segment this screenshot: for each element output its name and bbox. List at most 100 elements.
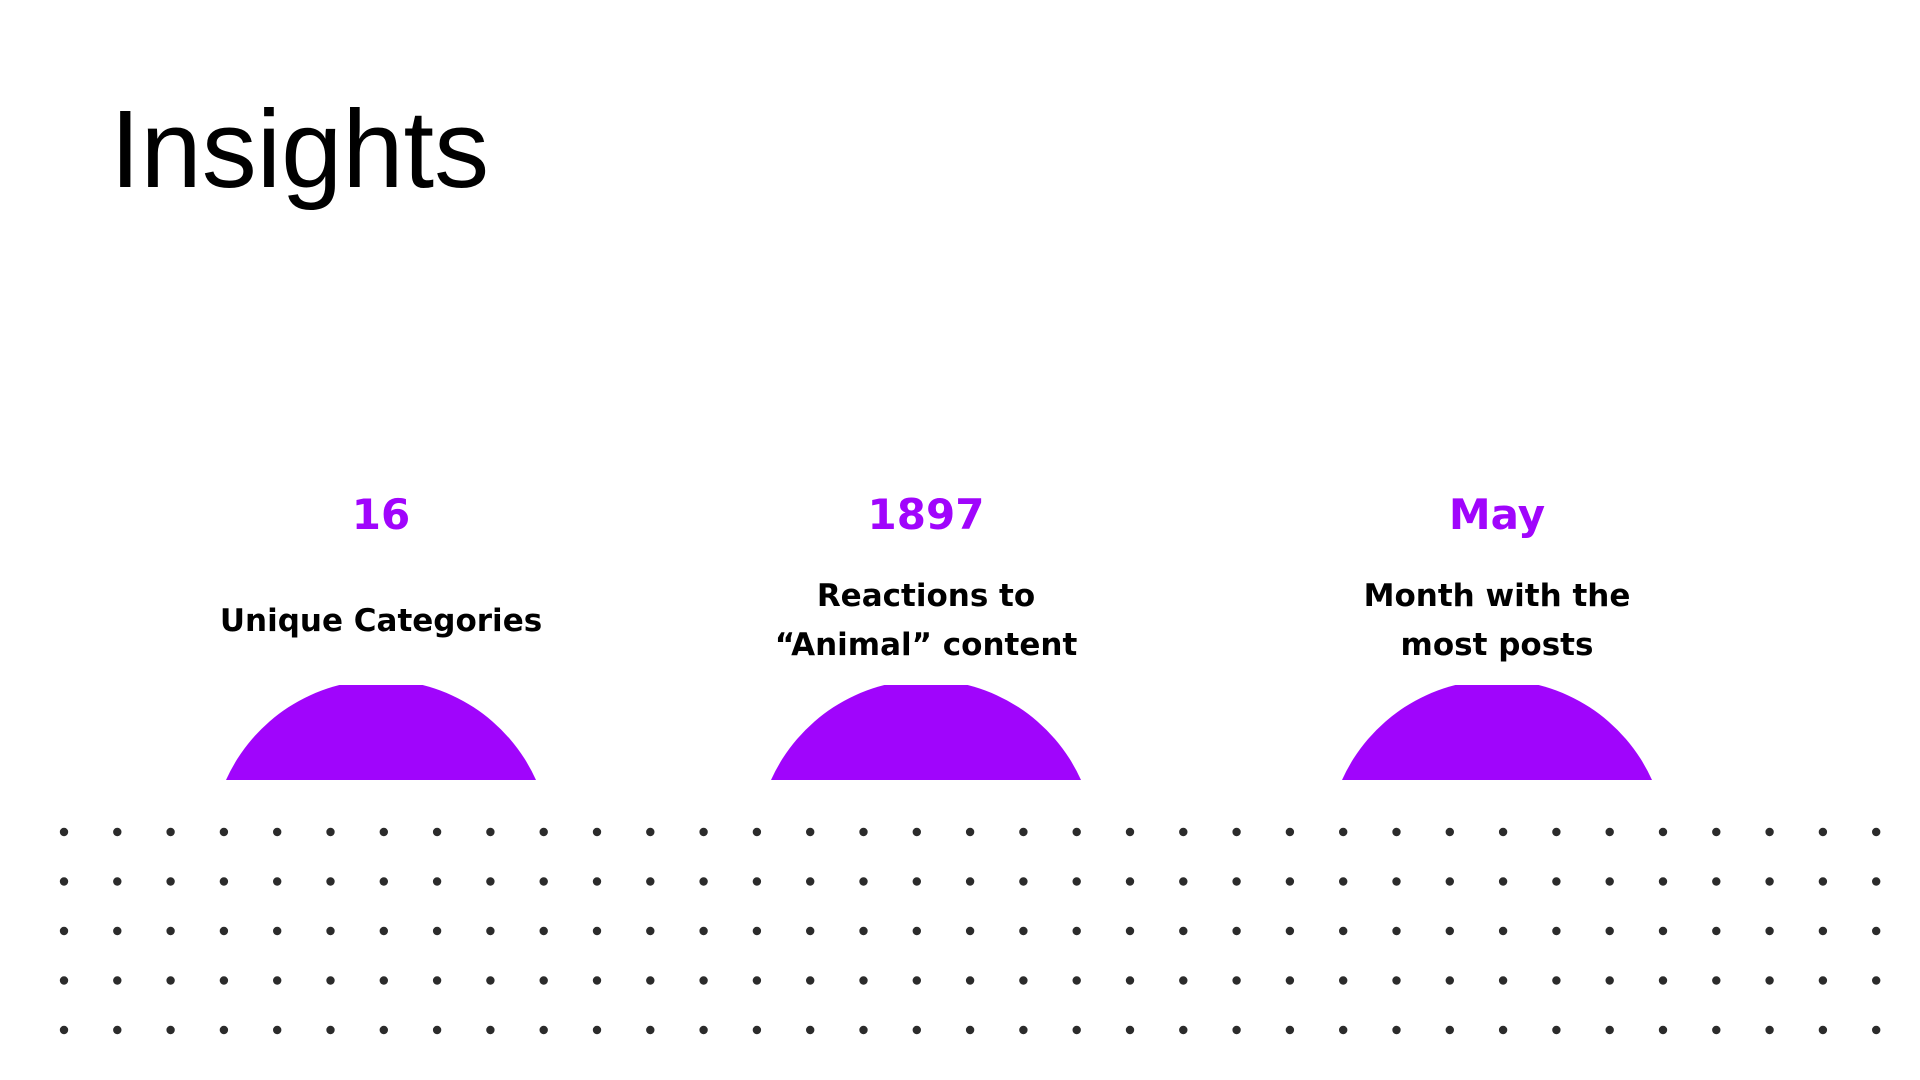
grid-dot bbox=[912, 877, 921, 886]
grid-dot bbox=[432, 926, 442, 936]
grid-dot bbox=[1392, 976, 1401, 985]
grid-dot bbox=[912, 976, 921, 985]
stat-card-categories: 16 Unique Categories bbox=[181, 485, 581, 780]
grid-dot bbox=[1179, 827, 1188, 837]
grid-dot bbox=[1658, 877, 1668, 886]
grid-dot bbox=[1285, 976, 1295, 985]
grid-dot bbox=[1445, 877, 1455, 886]
grid-dot bbox=[1658, 976, 1668, 985]
grid-dot bbox=[1339, 877, 1348, 886]
grid-dot bbox=[1872, 976, 1881, 985]
grid-dot bbox=[859, 1025, 868, 1035]
grid-dot bbox=[1072, 976, 1081, 985]
grid-dot bbox=[1605, 1025, 1614, 1035]
grid-dot bbox=[592, 1025, 602, 1035]
grid-dot bbox=[219, 976, 229, 985]
grid-dot bbox=[1232, 877, 1241, 886]
grid-dot bbox=[1072, 926, 1081, 936]
stat-value: 1897 bbox=[867, 490, 985, 539]
grid-dot bbox=[1872, 877, 1881, 886]
grid-dot bbox=[1179, 976, 1188, 985]
grid-dot bbox=[1498, 1025, 1508, 1035]
grid-dot bbox=[1019, 827, 1028, 837]
grid-dot bbox=[912, 827, 921, 837]
grid-dot bbox=[1019, 926, 1028, 936]
grid-dot bbox=[1818, 976, 1828, 985]
slide-title: Insights bbox=[110, 88, 490, 211]
grid-dot bbox=[646, 877, 655, 886]
grid-dot bbox=[113, 827, 122, 837]
grid-dot bbox=[1872, 827, 1881, 837]
grid-dot bbox=[699, 827, 708, 837]
grid-dot bbox=[1125, 976, 1135, 985]
grid-dot bbox=[486, 926, 495, 936]
grid-dot bbox=[1019, 976, 1028, 985]
grid-dot bbox=[1818, 926, 1828, 936]
grid-dot bbox=[806, 1025, 815, 1035]
grid-dot bbox=[1872, 1025, 1881, 1035]
grid-dot bbox=[592, 877, 602, 886]
grid-dot bbox=[1285, 1025, 1295, 1035]
grid-dot bbox=[1285, 877, 1295, 886]
grid-dot bbox=[379, 1025, 388, 1035]
grid-dot bbox=[166, 827, 175, 837]
half-dome-shape bbox=[226, 685, 536, 780]
grid-dot bbox=[1658, 926, 1668, 936]
stat-label-line: Unique Categories bbox=[219, 602, 543, 639]
grid-dot bbox=[1392, 926, 1401, 936]
grid-dot bbox=[1125, 926, 1135, 936]
grid-dot bbox=[752, 877, 762, 886]
grid-dot bbox=[752, 976, 762, 985]
grid-dot bbox=[1605, 926, 1614, 936]
grid-dot bbox=[1552, 1025, 1561, 1035]
grid-dot bbox=[1712, 827, 1721, 837]
grid-dot bbox=[539, 827, 548, 837]
grid-dot bbox=[806, 877, 815, 886]
grid-dot bbox=[1818, 877, 1828, 886]
grid-dot bbox=[1765, 827, 1774, 837]
grid-dot bbox=[326, 1025, 335, 1035]
grid-dot bbox=[273, 976, 282, 985]
grid-dot bbox=[273, 877, 282, 886]
grid-dot bbox=[1125, 877, 1135, 886]
grid-dot bbox=[965, 926, 975, 936]
grid-dot bbox=[59, 877, 69, 886]
grid-dot bbox=[326, 827, 335, 837]
grid-dot bbox=[432, 877, 442, 886]
grid-dot bbox=[113, 976, 122, 985]
grid-dot bbox=[859, 827, 868, 837]
grid-dot bbox=[646, 926, 655, 936]
grid-dot bbox=[486, 827, 495, 837]
grid-dot bbox=[1339, 1025, 1348, 1035]
grid-dot bbox=[1232, 926, 1241, 936]
grid-dot bbox=[59, 1025, 69, 1035]
stat-label-line: Month with the bbox=[1363, 578, 1631, 614]
grid-dot bbox=[859, 976, 868, 985]
grid-dot bbox=[1072, 827, 1081, 837]
grid-dot bbox=[859, 926, 868, 936]
grid-dot bbox=[379, 877, 388, 886]
grid-dot bbox=[1712, 976, 1721, 985]
grid-dot bbox=[1179, 877, 1188, 886]
grid-dot bbox=[1765, 1025, 1774, 1035]
grid-dot bbox=[273, 1025, 282, 1035]
grid-dot bbox=[1392, 827, 1401, 837]
grid-dot bbox=[539, 1025, 548, 1035]
grid-dot bbox=[113, 877, 122, 886]
stat-value: May bbox=[1448, 490, 1546, 539]
grid-dot bbox=[1765, 926, 1774, 936]
grid-dot bbox=[486, 976, 495, 985]
grid-dot bbox=[1498, 827, 1508, 837]
grid-dot bbox=[1658, 827, 1668, 837]
grid-dot bbox=[1232, 1025, 1241, 1035]
grid-dot bbox=[1019, 877, 1028, 886]
grid-dot bbox=[1605, 976, 1614, 985]
stat-value: 16 bbox=[351, 490, 411, 539]
grid-dot bbox=[1552, 976, 1561, 985]
grid-dot bbox=[699, 976, 708, 985]
grid-dot bbox=[646, 976, 655, 985]
grid-dot bbox=[912, 926, 921, 936]
grid-dot bbox=[1765, 877, 1774, 886]
grid-dot bbox=[1179, 926, 1188, 936]
